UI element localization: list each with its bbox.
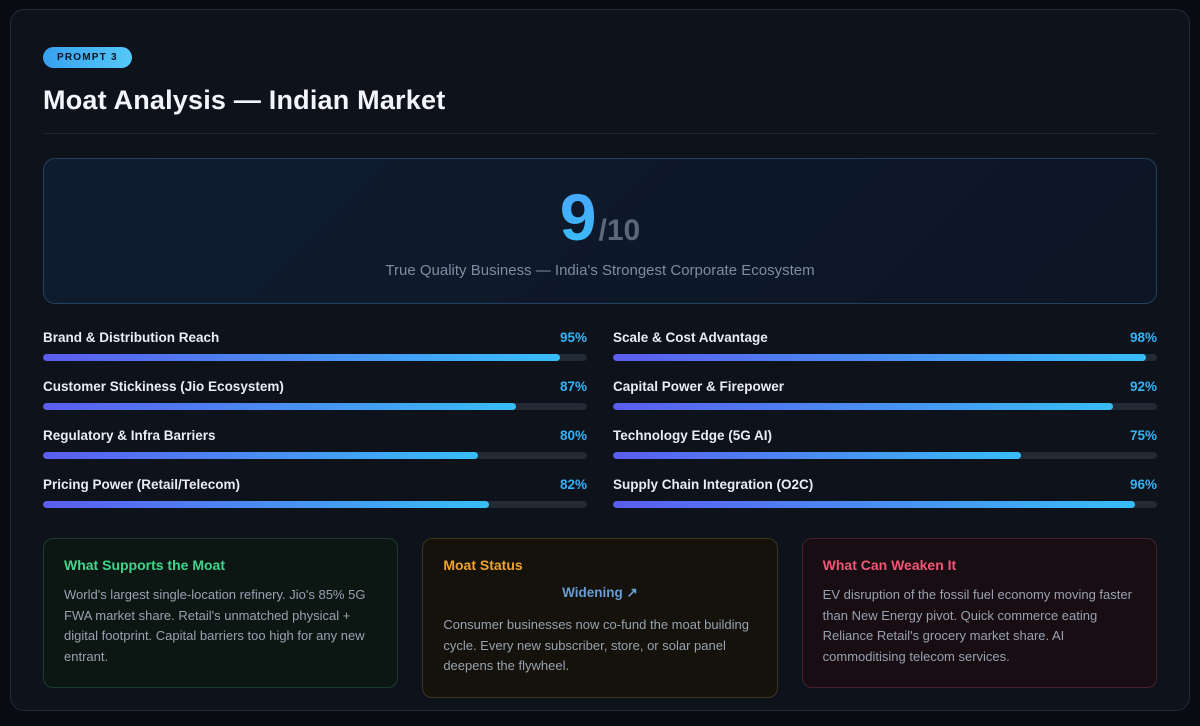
metric-bar-track	[613, 403, 1157, 410]
metric-value: 80%	[559, 428, 587, 443]
weaken-moat-body: EV disruption of the fossil fuel economy…	[822, 587, 1132, 664]
metric-row: Customer Stickiness (Jio Ecosystem) 87%	[43, 379, 587, 410]
metric-label: Supply Chain Integration (O2C)	[613, 477, 814, 492]
metric-row: Brand & Distribution Reach 95%	[43, 330, 587, 361]
metric-value: 98%	[1129, 330, 1157, 345]
metric-value: 75%	[1129, 428, 1157, 443]
score-panel: 9 /10 True Quality Business — India's St…	[43, 158, 1157, 304]
metric-value: 82%	[559, 477, 587, 492]
divider	[43, 133, 1157, 134]
page-title: Moat Analysis — Indian Market	[43, 85, 446, 115]
metric-label: Scale & Cost Advantage	[613, 330, 768, 345]
moat-status-card: Moat Status Widening ↗ Consumer business…	[422, 538, 778, 698]
moat-status-body: Consumer businesses now co-fund the moat…	[443, 617, 749, 674]
moat-analysis-card: PROMPT 3 Moat Analysis — Indian Market 9…	[10, 9, 1190, 711]
metric-value: 87%	[559, 379, 587, 394]
metric-bar-track	[43, 501, 587, 508]
metric-bar-fill	[43, 501, 490, 508]
metric-bar-fill	[613, 501, 1136, 508]
metrics-grid: Brand & Distribution Reach 95% Customer …	[43, 330, 1157, 526]
score-line: 9 /10	[560, 184, 640, 250]
metric-row: Regulatory & Infra Barriers 80%	[43, 428, 587, 459]
score-value: 9	[559, 179, 597, 254]
metric-label: Pricing Power (Retail/Telecom)	[43, 477, 241, 492]
metrics-column-left: Brand & Distribution Reach 95% Customer …	[43, 330, 587, 526]
metric-bar-fill	[613, 452, 1021, 459]
metric-row: Scale & Cost Advantage 98%	[613, 330, 1157, 361]
metric-label: Customer Stickiness (Jio Ecosystem)	[43, 379, 284, 394]
metric-value: 92%	[1129, 379, 1157, 394]
metric-bar-fill	[43, 452, 479, 459]
score-max: /10	[598, 213, 641, 247]
metric-label: Brand & Distribution Reach	[43, 330, 220, 345]
moat-status-value: Widening ↗	[562, 585, 638, 600]
metric-row: Technology Edge (5G AI) 75%	[613, 428, 1157, 459]
insight-cards: What Supports the Moat World's largest s…	[43, 538, 1157, 698]
metric-row: Supply Chain Integration (O2C) 96%	[613, 477, 1157, 508]
metric-label: Technology Edge (5G AI)	[613, 428, 773, 443]
prompt-badge: PROMPT 3	[43, 47, 132, 68]
metric-row: Capital Power & Firepower 92%	[613, 379, 1157, 410]
metric-label: Capital Power & Firepower	[613, 379, 785, 394]
metric-bar-track	[43, 403, 587, 410]
weaken-moat-card: What Can Weaken It EV disruption of the …	[801, 538, 1157, 689]
metric-label: Regulatory & Infra Barriers	[43, 428, 216, 443]
metric-bar-track	[43, 354, 587, 361]
metric-bar-track	[613, 452, 1157, 459]
metric-bar-fill	[613, 354, 1147, 361]
metric-row: Pricing Power (Retail/Telecom) 82%	[43, 477, 587, 508]
metric-bar-track	[613, 354, 1157, 361]
metric-bar-fill	[43, 354, 560, 361]
metric-value: 96%	[1129, 477, 1157, 492]
metric-bar-fill	[613, 403, 1114, 410]
weaken-moat-title: What Can Weaken It	[822, 557, 957, 573]
metric-bar-track	[613, 501, 1157, 508]
supports-moat-body: World's largest single-location refinery…	[64, 587, 366, 664]
metric-bar-fill	[43, 403, 517, 410]
score-subtitle: True Quality Business — India's Stronges…	[385, 261, 815, 279]
metrics-column-right: Scale & Cost Advantage 98% Capital Power…	[613, 330, 1157, 526]
metric-value: 95%	[559, 330, 587, 345]
supports-moat-title: What Supports the Moat	[64, 557, 225, 573]
moat-status-title: Moat Status	[443, 557, 523, 573]
metric-bar-track	[43, 452, 587, 459]
supports-moat-card: What Supports the Moat World's largest s…	[43, 538, 399, 689]
